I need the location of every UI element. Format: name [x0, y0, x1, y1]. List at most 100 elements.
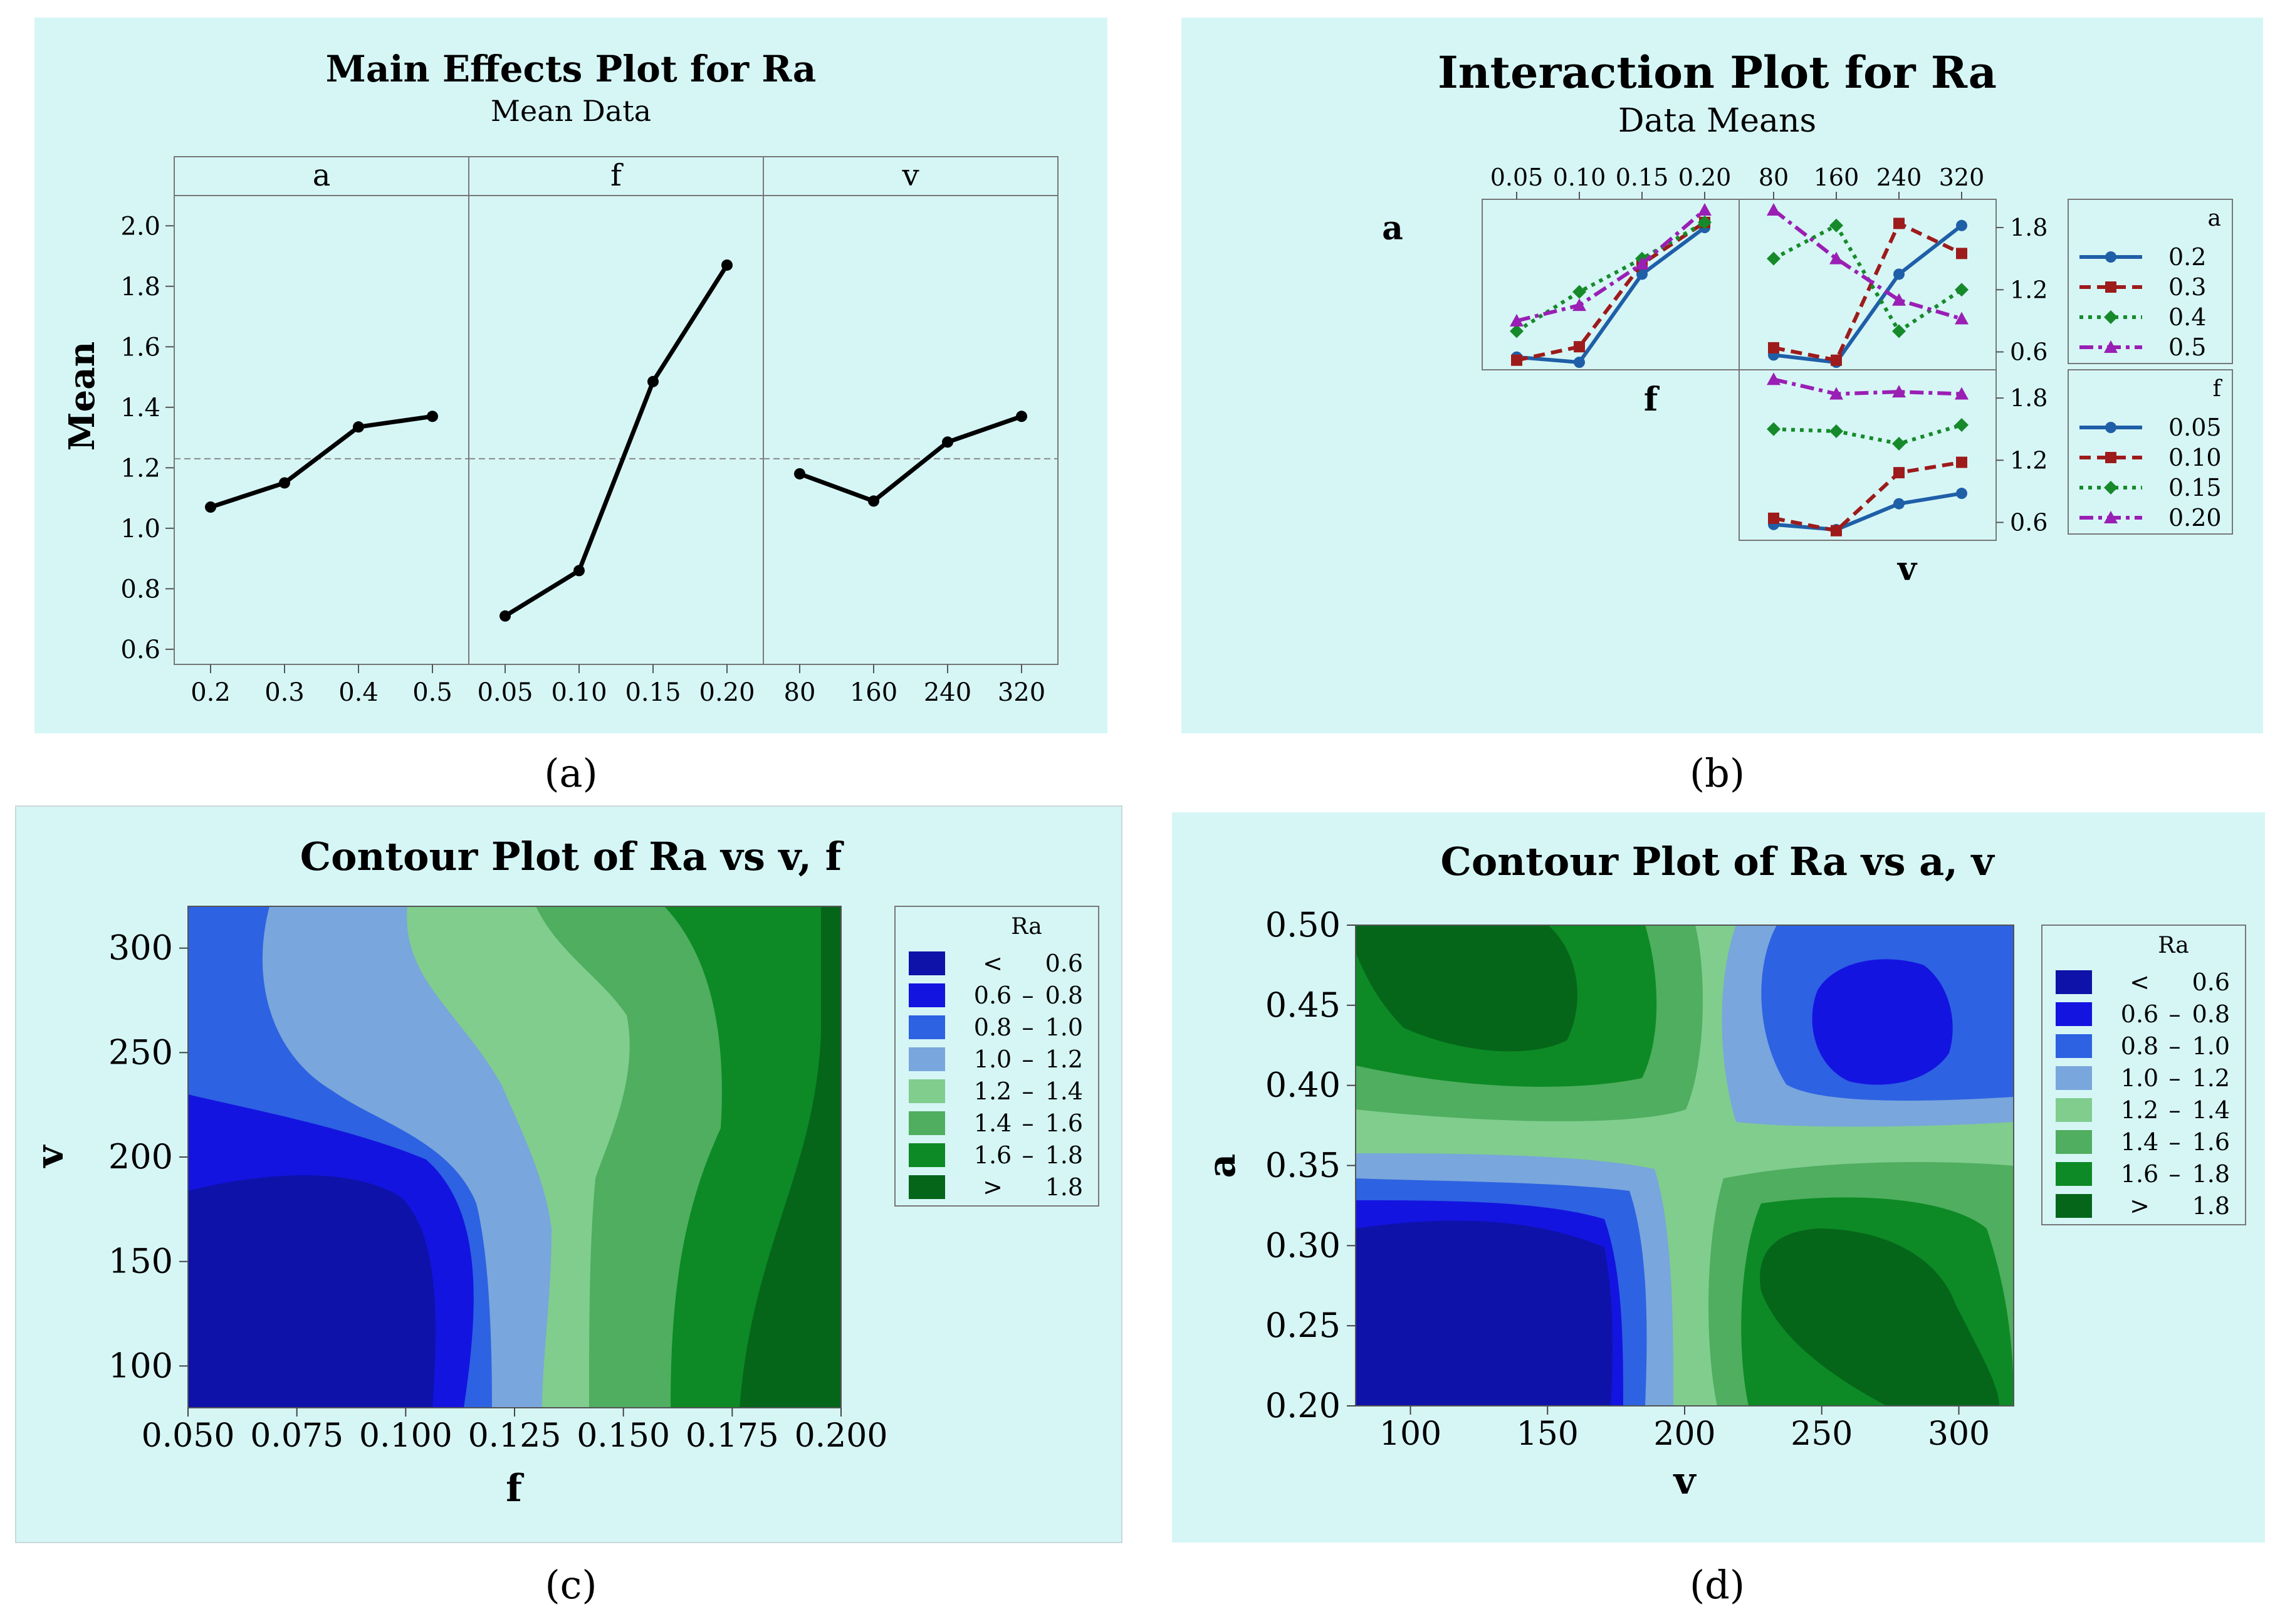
contour-legend-hi: 1.4 — [2192, 1096, 2230, 1124]
panel-d: Contour Plot of Ra vs a, v 100 150 200 250 3… — [1172, 812, 2265, 1608]
contour-vf-region-lt-0.6 — [188, 1175, 436, 1408]
contour-legend-dash: – — [1022, 1141, 1034, 1169]
contour-legend-lo: 1.6 — [2121, 1160, 2158, 1188]
effect-point-a — [279, 477, 290, 489]
main-effects-facets: a 0.2 0.3 0.4 0.5 f 0.05 0.10 0.15 0.20 v 80 160 240 3… — [174, 156, 1059, 707]
interaction-line-f-by-v-0.05 — [1773, 491, 1962, 532]
contour-legend-swatch — [909, 1143, 945, 1167]
facet-header-a — [174, 156, 469, 196]
effect-line-v — [798, 414, 1023, 504]
marker-triangle — [1955, 387, 1969, 400]
legend-entry: 0.2 — [2168, 243, 2206, 271]
contour-av-title: Contour Plot of Ra vs a, v — [1440, 839, 1995, 884]
legend-entry: 0.20 — [2168, 504, 2222, 532]
marker-diamond — [1767, 251, 1781, 266]
contour-av-region-bl-lt-0.6 — [1356, 1220, 1613, 1406]
xtick-label: 0.050 — [142, 1417, 235, 1455]
contour-av-axes: 100 150 200 250 300 0.50 0.45 0.40 0.35 0.30 0.25 0… — [1265, 905, 1990, 1453]
effect-line-f — [504, 264, 729, 618]
contour-legend-hi: 1.0 — [2192, 1032, 2230, 1060]
top-tick-label: 240 — [1876, 164, 1922, 191]
marker-square — [1956, 248, 1967, 259]
contour-av-region-tr-0.6-0.8 — [1812, 959, 1953, 1085]
effect-point-v — [942, 436, 953, 448]
marker-diamond — [1698, 215, 1712, 229]
contour-legend-lo: 1.4 — [974, 1109, 1012, 1137]
contour-av-region-tl-gt-1.8 — [1356, 925, 1577, 1052]
marker-circle — [1956, 488, 1967, 500]
legend-entry: 0.15 — [2168, 474, 2222, 501]
facet-label-v: v — [901, 158, 919, 193]
contour-legend-swatch — [2056, 1034, 2092, 1058]
marker-circle — [1893, 268, 1905, 280]
contour-legend-swatch — [909, 1047, 945, 1071]
contour-legend-dash: – — [1022, 1014, 1034, 1041]
contour-legend-hi: 1.2 — [2192, 1064, 2230, 1092]
interaction-line-a-by-f-0.3 — [1516, 221, 1706, 362]
marker-diamond — [1955, 283, 1969, 297]
contour-legend-swatch — [2056, 1130, 2092, 1154]
contour-legend-swatch — [2056, 1066, 2092, 1090]
ytick-label: 0.25 — [1265, 1306, 1341, 1345]
marker-square — [1768, 342, 1779, 354]
marker-triangle — [1955, 312, 1969, 325]
marker-diamond — [2104, 310, 2118, 324]
panel-c: Contour Plot of Ra vs v, f 0.050 0.075 0.1… — [15, 805, 1122, 1608]
contour-legend-swatch — [2056, 1002, 2092, 1026]
interaction-line-f-by-v-0.20 — [1773, 377, 1962, 396]
effect-point-v — [794, 468, 805, 479]
marker-diamond — [1829, 424, 1843, 438]
ytick-label: 1.2 — [120, 454, 160, 483]
legend-entry: 0.10 — [2168, 444, 2222, 471]
contour-legend-dash: – — [1022, 1077, 1034, 1105]
xtick-label: 160 — [850, 678, 897, 707]
ytick-label: 0.40 — [1265, 1066, 1341, 1105]
right-tick-label: 0.6 — [2010, 508, 2047, 536]
legend-entry: 0.5 — [2168, 333, 2206, 361]
contour-vf-ylabel: v — [28, 1144, 72, 1168]
contour-legend-title: Ra — [1011, 914, 1042, 940]
contour-vf-axes: 0.050 0.075 0.100 0.125 0.150 0.175 0.200 300 25… — [108, 928, 888, 1455]
xtick-label: 0.075 — [250, 1417, 343, 1455]
contour-legend-swatch — [2056, 1194, 2092, 1218]
xtick-label: 0.2 — [191, 678, 231, 707]
panel-a: Main Effects Plot for Ra Mean Data Mean … — [34, 18, 1107, 796]
row-label-a: a — [1382, 209, 1403, 248]
top-tick-label: 0.15 — [1616, 164, 1669, 191]
marker-square — [1831, 354, 1842, 366]
marker-square — [1893, 467, 1905, 479]
xtick-label: 240 — [924, 678, 971, 707]
contour-legend-lo: 1.2 — [2121, 1096, 2158, 1124]
contour-legend-swatch — [909, 951, 945, 975]
marker-diamond — [1955, 418, 1969, 432]
marker-triangle — [1892, 293, 1906, 306]
marker-square — [1956, 456, 1967, 468]
marker-circle — [1574, 357, 1585, 368]
xtick-label: 250 — [1791, 1415, 1853, 1453]
marker-diamond — [1892, 324, 1906, 338]
contour-legend-swatch — [909, 1175, 945, 1199]
contour-vf-xlabel: f — [506, 1467, 525, 1511]
marker-circle — [1636, 268, 1648, 280]
contour-legend-hi: 1.6 — [1045, 1109, 1083, 1137]
marker-triangle — [2104, 511, 2118, 523]
xtick-label: 0.10 — [551, 678, 607, 707]
legend-title: f — [2213, 376, 2223, 402]
interaction-line-a-by-v-0.3 — [1773, 221, 1963, 363]
facet-label-f: f — [610, 158, 624, 193]
contour-av-xlabel: v — [1673, 1459, 1697, 1503]
contour-legend-hi: 1.8 — [2192, 1192, 2230, 1220]
effect-point-f — [573, 565, 585, 577]
right-tick-label: 1.2 — [2010, 276, 2047, 303]
contour-legend-lo: 1.6 — [974, 1141, 1012, 1169]
contour-legend-dash: – — [2169, 1064, 2181, 1092]
marker-circle — [1893, 498, 1905, 510]
contour-legend-hi: 1.6 — [2192, 1128, 2230, 1156]
effect-point-a — [427, 411, 438, 422]
xtick-label: 0.200 — [795, 1417, 888, 1455]
marker-diamond — [1510, 324, 1524, 338]
effect-point-v — [868, 495, 879, 507]
interaction-legend-f — [2068, 369, 2233, 535]
caption-c: (c) — [545, 1562, 597, 1608]
